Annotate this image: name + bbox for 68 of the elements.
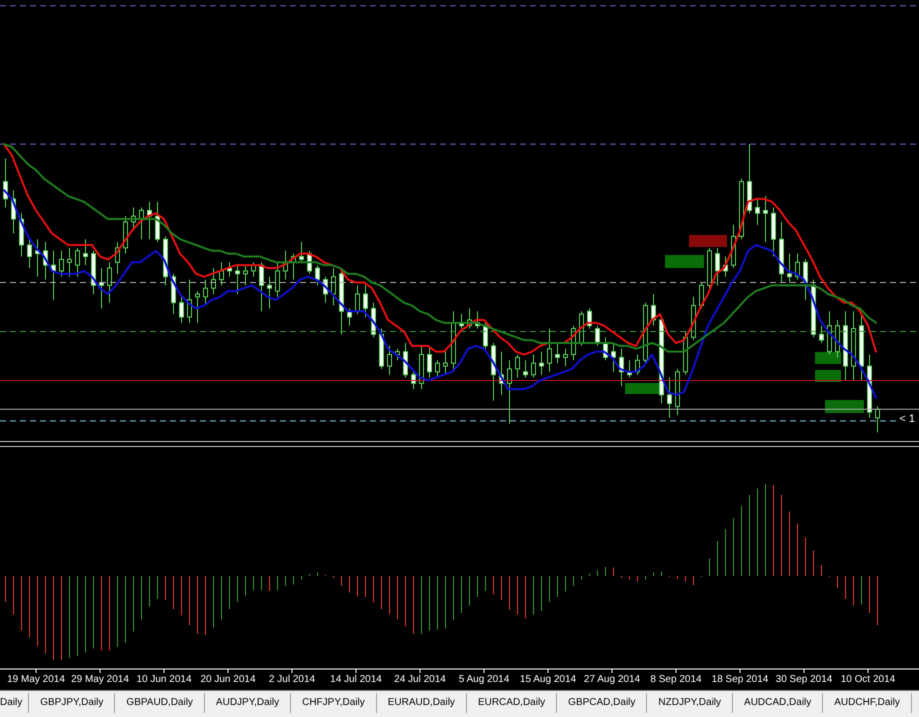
tab: AUDCHF,Daily [823,693,912,713]
x-tick-label: 8 Sep 2014 [650,674,702,686]
candlestick [355,284,360,315]
candlestick [787,253,792,283]
x-tick-label: 5 Aug 2014 [458,674,510,686]
candlestick [363,284,368,318]
candlestick [555,342,560,364]
x-tick-label: 2 Jul 2014 [268,674,316,686]
candlestick [435,360,440,378]
tab: EURCAD,Daily [466,693,558,713]
x-tick-label: 18 Sep 2014 [712,674,769,686]
candlestick [507,360,512,424]
candlestick [195,290,200,324]
candlestick [267,276,272,309]
x-tick-label: 14 Jul 2014 [330,674,382,686]
x-tick-label: 30 Sep 2014 [776,674,833,686]
candlestick [523,360,528,378]
candlestick [299,242,304,263]
x-tick-label: 10 Oct 2014 [840,674,896,686]
x-tick-label: 27 Aug 2014 [584,674,641,686]
candlestick [75,247,80,278]
candlestick [83,238,88,266]
candlestick [315,264,320,286]
candlestick [755,198,760,226]
candlestick [107,262,112,304]
tab: NZDJPY,Daily [647,693,734,713]
candlestick [763,196,768,243]
candlestick [715,247,720,286]
candlestick [539,351,544,376]
candlestick [27,238,32,269]
candlestick [875,406,880,433]
candlestick [211,268,216,294]
x-tick-label: 20 Jun 2014 [200,674,256,686]
x-tick-label: 29 May 2014 [71,674,130,686]
candlestick [531,354,536,378]
candlestick [235,264,240,294]
tab: EURAUD,Daily [376,693,467,713]
tab: AUDJPY,Daily [204,693,292,713]
x-tick-label: 19 May 2014 [7,674,66,686]
candlestick [443,351,448,376]
tab: GBPAUD,Daily [115,693,205,713]
candlestick [547,328,552,372]
candlestick [563,348,568,367]
candlestick [595,325,600,346]
candlestick [387,345,392,376]
candlestick [179,296,184,324]
x-tick-label: 15 Aug 2014 [520,674,577,686]
tab: GBPCAD,Daily [557,693,648,713]
x-tick-label: 24 Jul 2014 [394,674,446,686]
candlestick [427,345,432,378]
candlestick [331,268,336,306]
candlestick [275,262,280,298]
candlestick [611,342,616,372]
x-tick-label: 10 Jun 2014 [136,674,192,686]
candlestick [243,264,248,286]
text: < 1 [899,413,915,425]
candlestick [819,325,824,344]
tab: AUDCAD,Daily [733,693,824,713]
candlestick [59,250,64,278]
candlestick [515,354,520,378]
candlestick [203,279,208,306]
candlestick [67,247,72,278]
tab: CHFJPY,Daily [291,693,377,713]
tab: Daily [0,693,30,713]
candlestick [219,262,224,286]
tab: GBPJPY,Daily [29,693,116,713]
candlestick [667,377,672,418]
candlestick [411,371,416,390]
